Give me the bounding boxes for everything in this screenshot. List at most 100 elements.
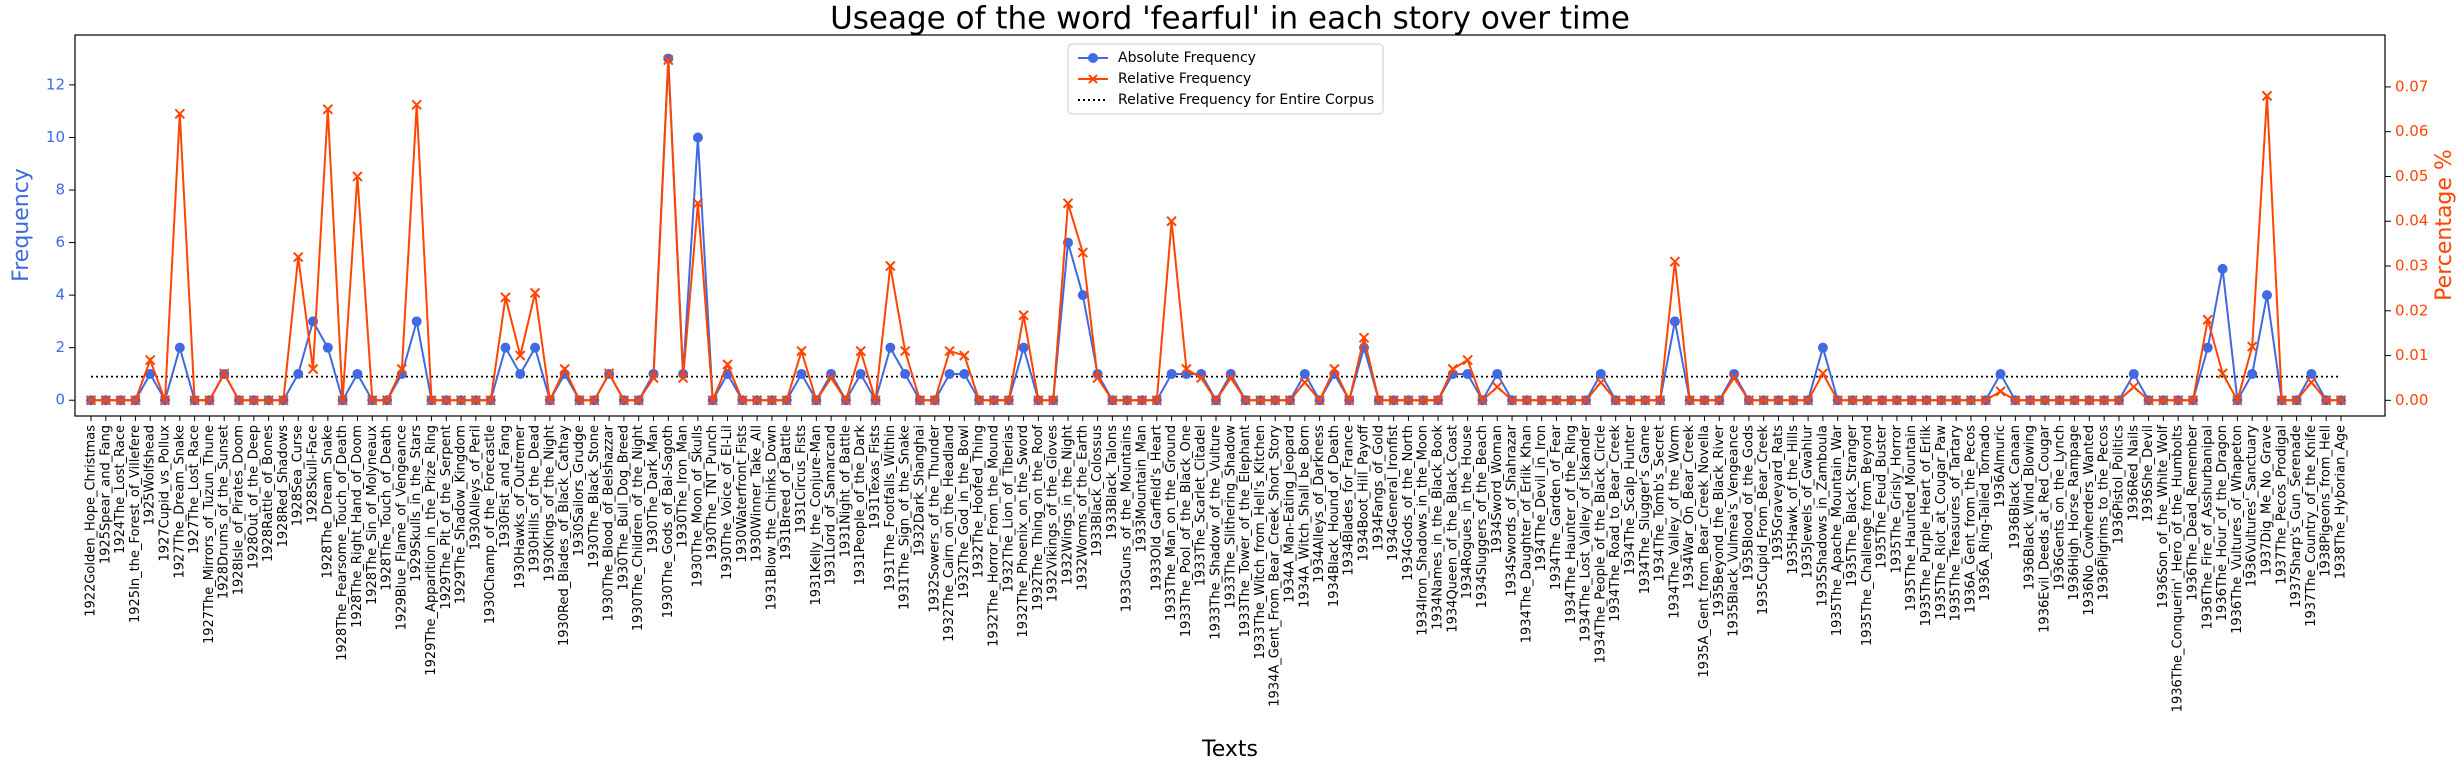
x-tick-label: 1933The_Witch_from_Hell's_Kitchen: [1253, 425, 1268, 659]
point: [2069, 395, 2080, 406]
point: [115, 395, 126, 406]
point: [1018, 342, 1029, 353]
y-axis-title: Frequency: [9, 168, 34, 282]
point: [2320, 395, 2332, 406]
point: [515, 368, 526, 379]
x-tick-label: 1936The_Dead_Remember: [2185, 424, 2200, 601]
point: [130, 395, 141, 406]
point: [2084, 395, 2095, 406]
point: [1003, 395, 1014, 406]
x-tick-label: 1934The_Road_to_Bear_Creek: [1608, 425, 1623, 622]
x-tick-label: 1933The_Pool_of_the_Black_One: [1179, 425, 1194, 637]
x-tick-label: 1933Old_Garfield's_Heart: [1149, 425, 1164, 591]
x-tick-label: 1934The_Tomb's_Secret: [1653, 425, 1668, 582]
legend-marker: [1088, 53, 1098, 63]
point: [2172, 395, 2184, 406]
point: [1802, 395, 1814, 406]
point: [1166, 216, 1177, 227]
x-tick-label: 1937The_Country_of_the_Knife: [2304, 425, 2319, 627]
y2-tick-label: 0.01: [2395, 346, 2428, 364]
point: [352, 368, 363, 379]
point: [648, 372, 659, 384]
x-tick-label: 1929The_Shadow_Kingdom: [454, 425, 469, 604]
x-tick-label: 1937Dig_Me_No_Grave: [2259, 425, 2274, 575]
point: [2232, 395, 2243, 406]
x-tick-label: 1930The_Dark_Man: [646, 425, 661, 554]
x-tick-label: 1933The_Scarlet_Citadel: [1194, 425, 1209, 586]
x-tick-label: 1930Hawks_of_Outremer: [513, 424, 528, 589]
point: [2128, 368, 2139, 379]
point: [1299, 368, 1310, 379]
x-tick-label: 1929Skulls_in_the_Stars: [409, 425, 424, 582]
x-tick-label: 1927The_Mirrors_of_Tuzun_Thune: [202, 425, 217, 644]
point: [248, 395, 260, 406]
x-tick-label: 1931Texas_Fists: [868, 425, 883, 530]
point: [278, 395, 289, 406]
x-tick-label: 1933The_Slithering_Shadow: [1223, 425, 1238, 609]
point: [145, 354, 156, 366]
point: [441, 395, 452, 406]
plot-frame: [74, 34, 2386, 417]
point: [2054, 395, 2065, 406]
point: [100, 395, 112, 406]
legend-label: Relative Frequency for Entire Corpus: [1118, 92, 1374, 108]
x-tick-label: 1930The_Gods_of_Bal-Sagoth: [661, 425, 676, 618]
x-tick-label: 1936Black_Wind_Blowing: [2023, 425, 2038, 590]
point: [2291, 395, 2302, 406]
point: [1669, 256, 1681, 267]
x-tick-label: 1928Isle_of_Pirates_Doom: [232, 425, 247, 595]
point: [1462, 368, 1473, 379]
point: [515, 350, 526, 361]
point: [189, 395, 200, 406]
x-tick-label: 1936The_Vultures_of_Whapeton: [2230, 425, 2245, 634]
x-tick-label: 1927Cupid_vs_Pollux: [158, 425, 173, 562]
x-tick-label: 1930Winner_Take_All: [750, 425, 765, 562]
x-tick-label: 1936Son_of_the_White_Wolf: [2156, 425, 2171, 609]
y2-tick-label: 0.00: [2395, 391, 2428, 409]
x-tick-label: 1932Wings_in_the_Night: [1060, 425, 1075, 585]
x-tick-label: 1934The_Slugger's_Game: [1638, 425, 1653, 594]
x-tick-label: 1935The_Apache_Mountain_War: [1830, 424, 1845, 636]
y-tick-label: 6: [55, 233, 65, 251]
point: [855, 368, 866, 379]
x-tick-label: 1932The_God_in_the_Bowl: [957, 425, 972, 599]
x-tick-label: 1934Sword_Woman: [1490, 425, 1505, 554]
point: [1373, 395, 1385, 406]
point: [1403, 395, 1414, 406]
x-tick-label: 1934The_Lost_Valley_of_Iskander: [1579, 424, 1594, 642]
point: [411, 316, 422, 327]
point: [426, 395, 437, 406]
point: [885, 260, 896, 272]
point: [692, 198, 704, 209]
x-tick-label: 1925Spear_and_Fang: [98, 425, 113, 564]
x-tick-label: 1932The_Cairn_on_the_Headland: [942, 425, 957, 642]
x-tick-label: 1934Iron_Shadows_in_the_Moon: [1416, 425, 1431, 636]
x-tick-label: 1933The_Man_on_the_Ground: [1164, 425, 1179, 621]
x-tick-label: 1936The_Fire_of_Asshurbanipal: [2200, 425, 2215, 630]
x-tick-label: 1932Vikings_of_the_Gloves: [1046, 425, 1061, 602]
point: [1580, 395, 1592, 406]
x-tick-label: 1932The_Phoenix_on_the_Sword: [1016, 425, 1031, 638]
x-tick-label: 1933The_Tower_of_the_Elephant: [1238, 425, 1253, 637]
y2-tick-label: 0.02: [2395, 301, 2428, 319]
x-tick-label: 1934General_Ironfist: [1386, 425, 1401, 561]
x-tick-label: 1931The_Sign_of_the_Snake: [898, 425, 913, 610]
point: [900, 368, 911, 379]
x-tick-label: 1936The_Conquerin'_Hero_of_the_Humbolts: [2171, 425, 2186, 713]
point: [2098, 395, 2110, 406]
x-tick-label: 1930The_Blood_of_Belshazzar: [602, 424, 617, 621]
point: [2128, 381, 2139, 393]
point: [914, 395, 926, 406]
y2-tick-label: 0.06: [2395, 122, 2428, 140]
x-tick-label: 1936She_Devil: [2141, 425, 2156, 522]
point: [1284, 395, 1296, 406]
x-tick-label: 1931Night_of_Battle: [838, 425, 853, 557]
x-tick-label: 1932Worms_of_the_Earth: [1075, 425, 1090, 591]
point: [1921, 395, 1932, 406]
point: [1817, 342, 1828, 353]
point: [1521, 395, 1533, 406]
point: [559, 363, 570, 375]
point: [1462, 354, 1473, 366]
y-tick-label: 2: [55, 338, 65, 356]
x-tick-label: 1934The_Scalp_Hunter: [1623, 424, 1638, 575]
